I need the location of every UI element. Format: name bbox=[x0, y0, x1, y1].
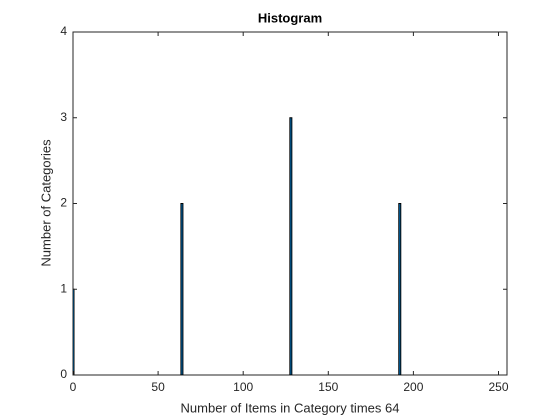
x-tick-label: 250 bbox=[488, 380, 508, 394]
bar bbox=[73, 288, 75, 375]
x-tick-label: 0 bbox=[70, 380, 77, 394]
x-tick-label: 50 bbox=[151, 380, 165, 394]
bar bbox=[180, 203, 184, 375]
chart-title: Histogram bbox=[258, 10, 322, 25]
y-tick-label: 2 bbox=[60, 196, 67, 210]
x-axis-label: Number of Items in Category times 64 bbox=[181, 400, 400, 415]
y-axis-label: Number of Categories bbox=[38, 139, 53, 267]
y-tick-label: 3 bbox=[60, 110, 67, 124]
x-tick-label: 150 bbox=[318, 380, 338, 394]
y-tick-label: 0 bbox=[60, 367, 67, 381]
x-tick-label: 100 bbox=[233, 380, 253, 394]
x-tick-label: 200 bbox=[403, 380, 423, 394]
bar bbox=[398, 203, 402, 375]
bar bbox=[289, 117, 293, 375]
y-tick-label: 4 bbox=[60, 24, 67, 38]
y-tick-label: 1 bbox=[60, 281, 67, 295]
bars bbox=[73, 117, 402, 375]
